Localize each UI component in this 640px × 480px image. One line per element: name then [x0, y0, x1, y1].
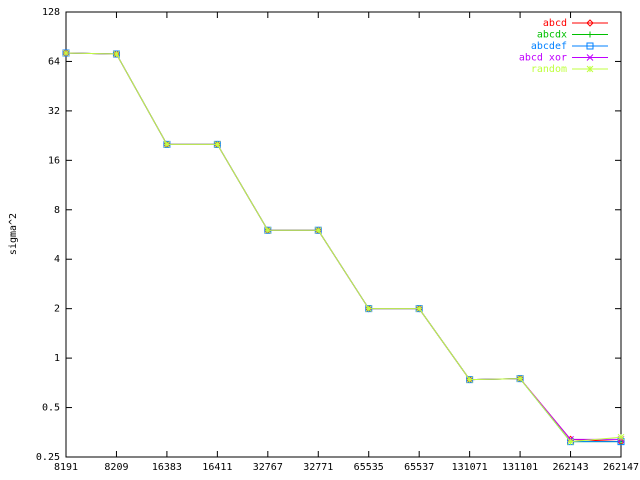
y-tick-label: 16	[48, 155, 60, 166]
point-marker	[314, 226, 322, 234]
point-marker	[586, 54, 594, 61]
x-tick-label: 8209	[104, 462, 128, 473]
point-marker	[213, 140, 221, 148]
point-marker	[163, 140, 171, 148]
point-marker	[264, 226, 272, 234]
y-tick-label: 0.5	[42, 403, 60, 414]
x-tick-label: 32771	[303, 462, 333, 473]
x-tick-label: 8191	[54, 462, 78, 473]
series-line	[65, 52, 621, 443]
series-line	[65, 52, 621, 440]
series-line	[65, 52, 622, 443]
x-tick-label: 131101	[502, 462, 538, 473]
legend-label: abcdx	[537, 30, 567, 41]
legend-label: abcd xor	[519, 53, 567, 64]
x-tick-label: 32767	[253, 462, 283, 473]
point-marker	[466, 376, 473, 383]
y-tick-label: 64	[48, 56, 60, 67]
point-marker	[587, 31, 593, 38]
point-marker	[516, 375, 524, 382]
y-tick-label: 2	[54, 304, 60, 315]
x-tick-label: 131071	[452, 462, 488, 473]
x-tick-label: 262147	[603, 462, 639, 473]
x-tick-label: 65535	[354, 462, 384, 473]
y-tick-label: 1	[54, 353, 60, 364]
point-marker	[112, 50, 120, 58]
point-marker	[365, 305, 373, 313]
legend-label: abcd	[543, 18, 567, 29]
point-marker	[586, 65, 594, 73]
point-marker	[617, 433, 625, 441]
y-tick-label: 32	[48, 106, 60, 117]
point-marker	[415, 305, 423, 313]
series-line	[65, 52, 622, 443]
x-tick-label: 65537	[404, 462, 434, 473]
point-marker	[113, 50, 120, 58]
point-marker	[586, 19, 594, 27]
point-marker	[567, 438, 574, 446]
point-marker	[415, 305, 423, 313]
point-marker	[163, 141, 171, 148]
y-tick-label: 8	[54, 205, 60, 216]
point-marker	[214, 141, 221, 148]
point-marker	[365, 305, 373, 313]
point-marker	[62, 49, 70, 57]
plot-frame	[65, 11, 622, 458]
y-tick-label: 128	[42, 7, 60, 18]
legend-label: random	[531, 64, 567, 75]
x-tick-label: 16411	[202, 462, 232, 473]
y-tick-label: 4	[54, 254, 60, 265]
legend-label: abcdef	[531, 41, 567, 52]
x-tick-label: 16383	[152, 462, 182, 473]
series-line	[65, 52, 621, 443]
y-tick-label: 0.25	[36, 452, 60, 463]
point-marker	[586, 42, 594, 50]
y-axis-label: sigma^2	[8, 213, 19, 255]
point-marker	[314, 226, 322, 234]
x-tick-label: 262143	[552, 462, 588, 473]
